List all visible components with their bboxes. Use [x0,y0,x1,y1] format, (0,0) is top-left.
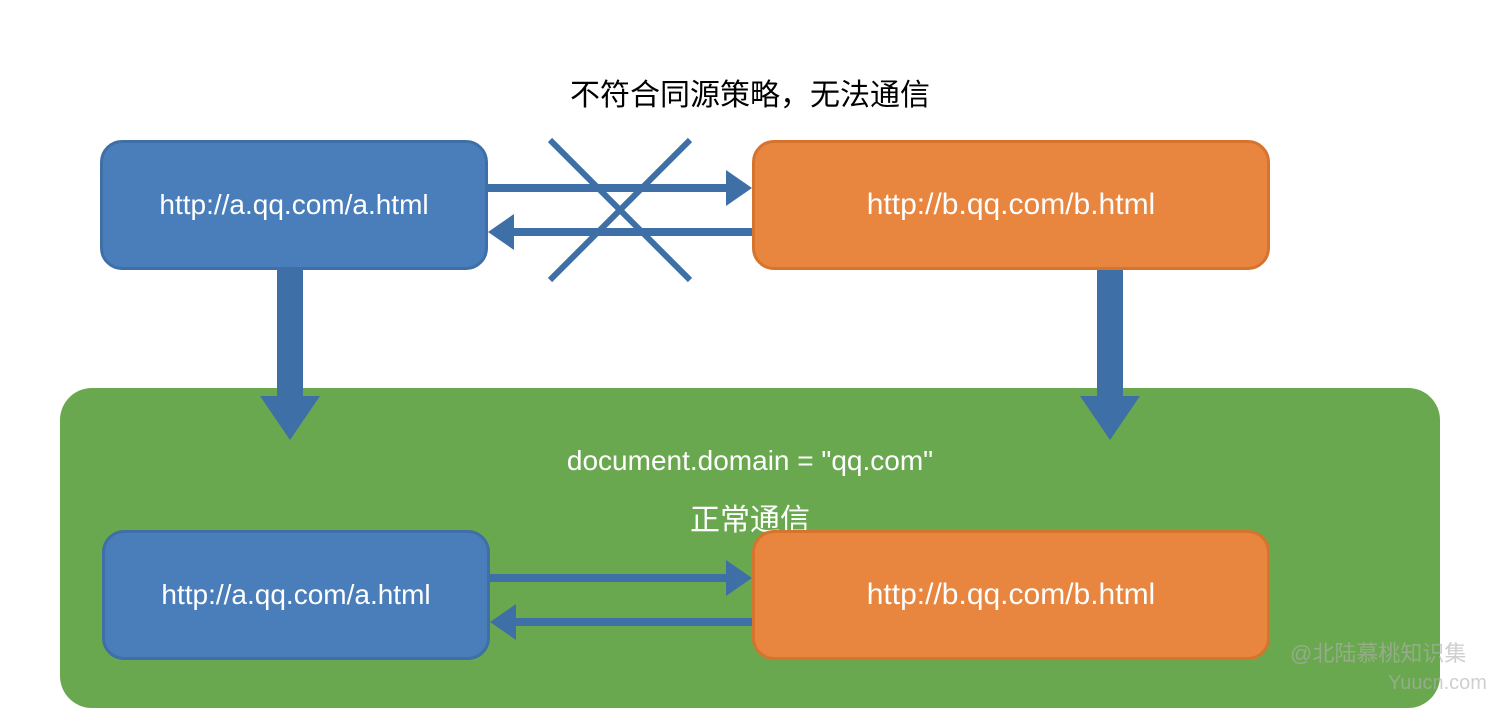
node-label: http://a.qq.com/a.html [161,579,430,611]
node-a-bot: http://a.qq.com/a.html [102,530,490,660]
diagram-title: 不符合同源策略，无法通信 [0,70,1500,114]
watermark-author: @北陆慕桃知识集 [1290,636,1466,668]
watermark-site: Yuucn.com [1388,672,1487,695]
node-label: http://b.qq.com/b.html [867,188,1155,222]
node-a-top: http://a.qq.com/a.html [100,140,488,270]
diagram-canvas: 不符合同源策略，无法通信 document.domain = "qq.com" … [0,0,1500,705]
panel-text-domain: document.domain = "qq.com" [60,445,1440,477]
node-label: http://b.qq.com/b.html [867,578,1155,612]
node-b-top: http://b.qq.com/b.html [752,140,1270,270]
node-label: http://a.qq.com/a.html [159,189,428,221]
node-b-bot: http://b.qq.com/b.html [752,530,1270,660]
